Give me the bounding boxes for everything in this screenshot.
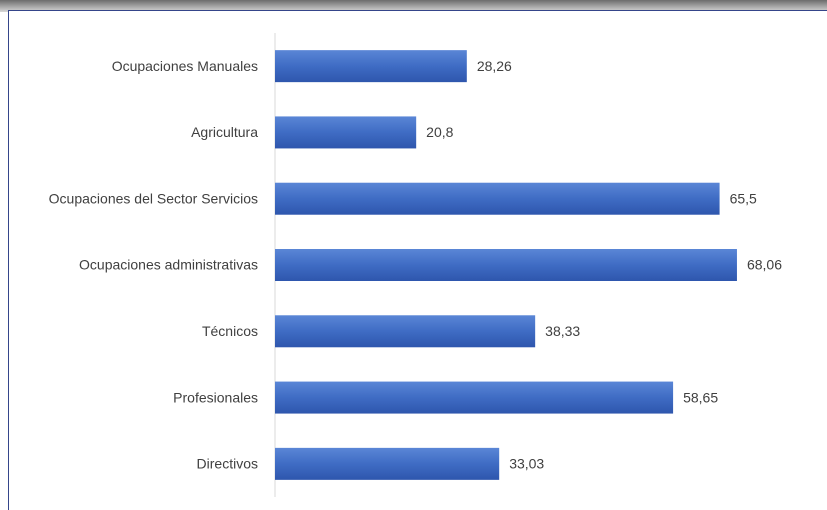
y-tick-label: Agricultura (191, 124, 258, 140)
y-tick-label: Ocupaciones del Sector Servicios (49, 190, 258, 206)
top-shadow (0, 0, 827, 12)
bar (275, 249, 737, 281)
data-label: 65,5 (730, 190, 757, 206)
data-label: 68,06 (747, 257, 782, 273)
bar (275, 116, 417, 149)
data-label: 28,26 (477, 58, 512, 74)
data-label: 58,65 (683, 389, 718, 405)
y-tick-label: Técnicos (202, 323, 258, 339)
y-tick-label: Directivos (197, 456, 258, 472)
y-tick-label: Ocupaciones Manuales (112, 58, 258, 74)
data-label: 38,33 (545, 323, 580, 339)
data-label: 33,03 (509, 456, 544, 472)
bar (275, 381, 674, 414)
bar (275, 447, 500, 480)
bar (275, 50, 467, 83)
bar (275, 182, 720, 215)
data-label: 20,8 (426, 124, 453, 140)
y-tick-label: Profesionales (173, 389, 258, 405)
y-tick-label: Ocupaciones administrativas (79, 257, 258, 273)
bar (275, 315, 536, 348)
